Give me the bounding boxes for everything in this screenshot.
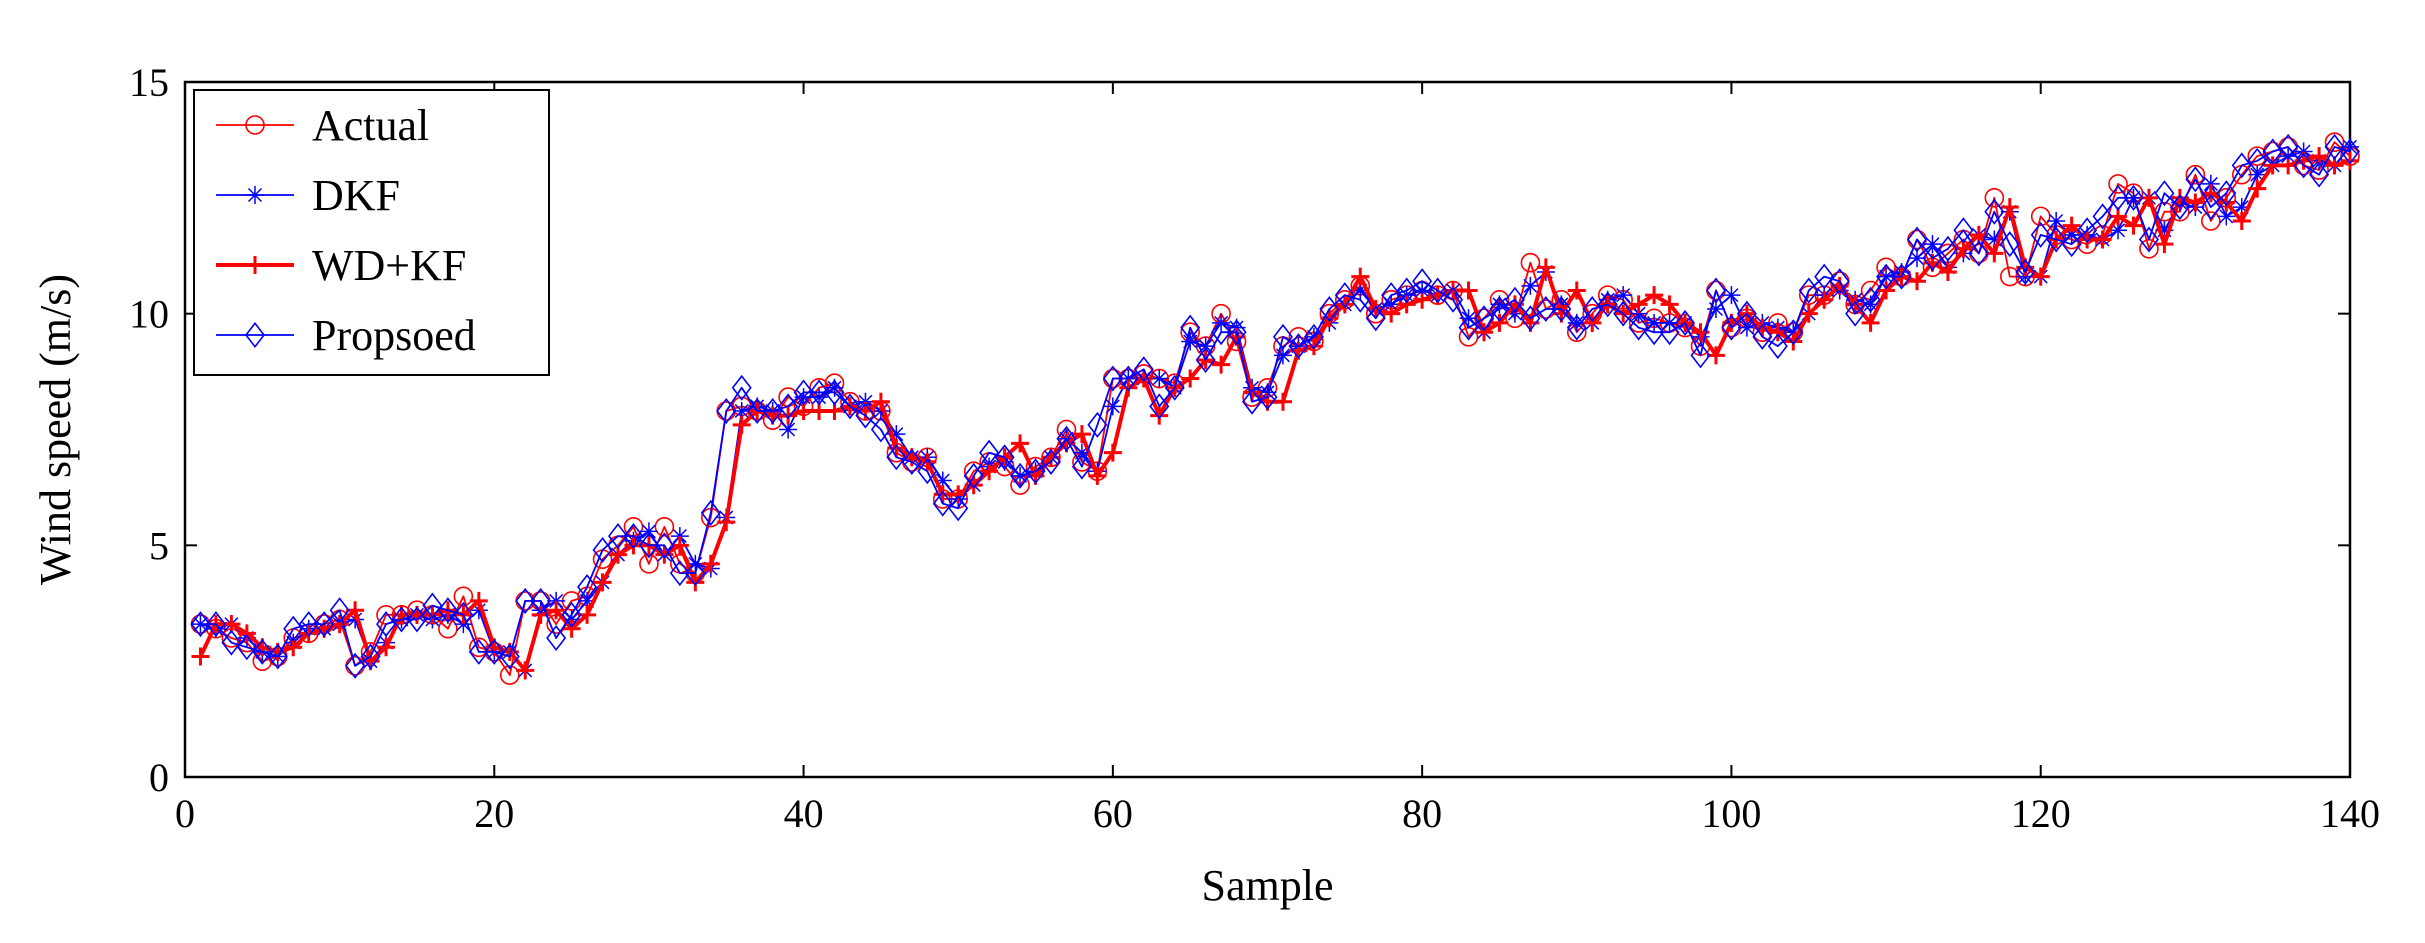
y-tick-label: 5 — [149, 523, 169, 568]
x-tick-label: 0 — [175, 791, 195, 836]
marker-plus — [1645, 286, 1663, 304]
marker-plus — [1274, 393, 1292, 411]
x-tick-label: 80 — [1402, 791, 1442, 836]
x-tick-label: 100 — [1701, 791, 1761, 836]
marker-plus — [1351, 268, 1369, 286]
marker-plus — [1460, 282, 1478, 300]
x-tick-label: 20 — [474, 791, 514, 836]
marker-plus — [191, 648, 209, 666]
x-tick-label: 40 — [784, 791, 824, 836]
legend-label: WD+KF — [312, 241, 466, 290]
y-axis-label: Wind speed (m/s) — [31, 274, 80, 585]
marker-asterisk — [246, 186, 264, 204]
legend-label: Actual — [312, 101, 429, 150]
marker-asterisk — [1722, 286, 1740, 304]
legend: Actual DKF WD+KF Propsoed — [194, 90, 549, 375]
legend-label: DKF — [312, 171, 400, 220]
y-tick-label: 15 — [129, 60, 169, 105]
marker-plus — [1212, 356, 1230, 374]
legend-label: Propsoed — [312, 311, 476, 360]
x-tick-label: 60 — [1093, 791, 1133, 836]
y-tick-label: 0 — [149, 755, 169, 800]
x-tick-label: 120 — [2011, 791, 2071, 836]
marker-plus — [2125, 217, 2143, 235]
x-axis-label: Sample — [1202, 861, 1334, 910]
x-tick-label: 140 — [2320, 791, 2380, 836]
marker-asterisk — [1150, 370, 1168, 388]
marker-asterisk — [1521, 277, 1539, 295]
y-tick-label: 10 — [129, 292, 169, 337]
